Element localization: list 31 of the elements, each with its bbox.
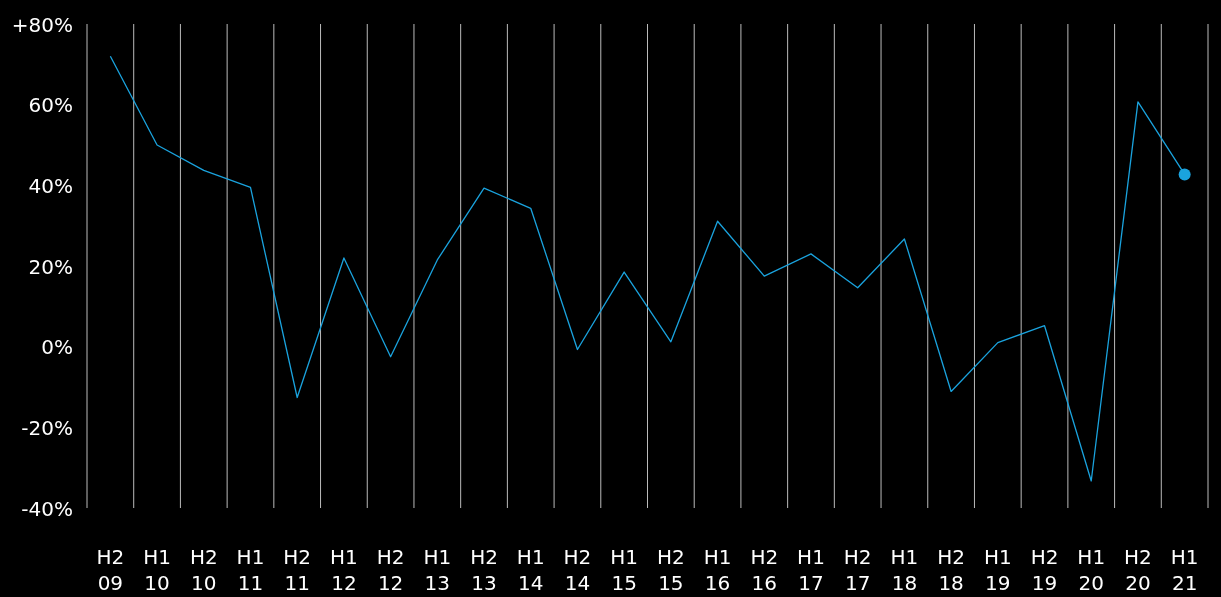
x-tick-label: H1 10	[143, 545, 171, 595]
x-tick-label: H2 12	[376, 545, 405, 595]
x-tick-label: H2 10	[189, 545, 218, 595]
y-tick-label: 60%	[28, 93, 73, 118]
x-tick-label: H1 21	[1170, 545, 1199, 595]
x-tick-label: H1 17	[797, 545, 825, 595]
x-tick-label: H2 15	[656, 545, 685, 595]
y-tick-label: 20%	[28, 254, 73, 279]
y-tick-label: -20%	[21, 415, 73, 440]
y-tick-label: 0%	[41, 335, 73, 360]
x-tick-label: H1 18	[890, 545, 919, 595]
x-tick-label: H1 20	[1077, 545, 1106, 595]
x-tick-label: H1 14	[516, 545, 545, 595]
x-tick-label: H2 19	[1030, 545, 1059, 595]
x-tick-label: H2 20	[1124, 545, 1152, 595]
x-tick-label: H2 14	[563, 545, 592, 595]
x-tick-label: H2 17	[843, 545, 872, 595]
x-tick-label: H2 18	[937, 545, 965, 595]
x-tick-label: H1 15	[610, 545, 639, 595]
x-tick-label: H2 09	[96, 545, 125, 595]
y-tick-label: -40%	[21, 496, 73, 521]
y-tick-label: 40%	[28, 173, 73, 198]
x-tick-label: H2 11	[283, 545, 312, 595]
x-tick-label: H2 16	[750, 545, 779, 595]
y-tick-label: +80%	[11, 12, 73, 37]
x-tick-label: H1 19	[983, 545, 1012, 595]
x-tick-label: H1 16	[703, 545, 732, 595]
x-tick-label: H1 13	[423, 545, 452, 595]
x-tick-label: H1 11	[236, 545, 265, 595]
x-tick-label: H1 12	[330, 545, 358, 595]
x-tick-label: H2 13	[470, 545, 498, 595]
